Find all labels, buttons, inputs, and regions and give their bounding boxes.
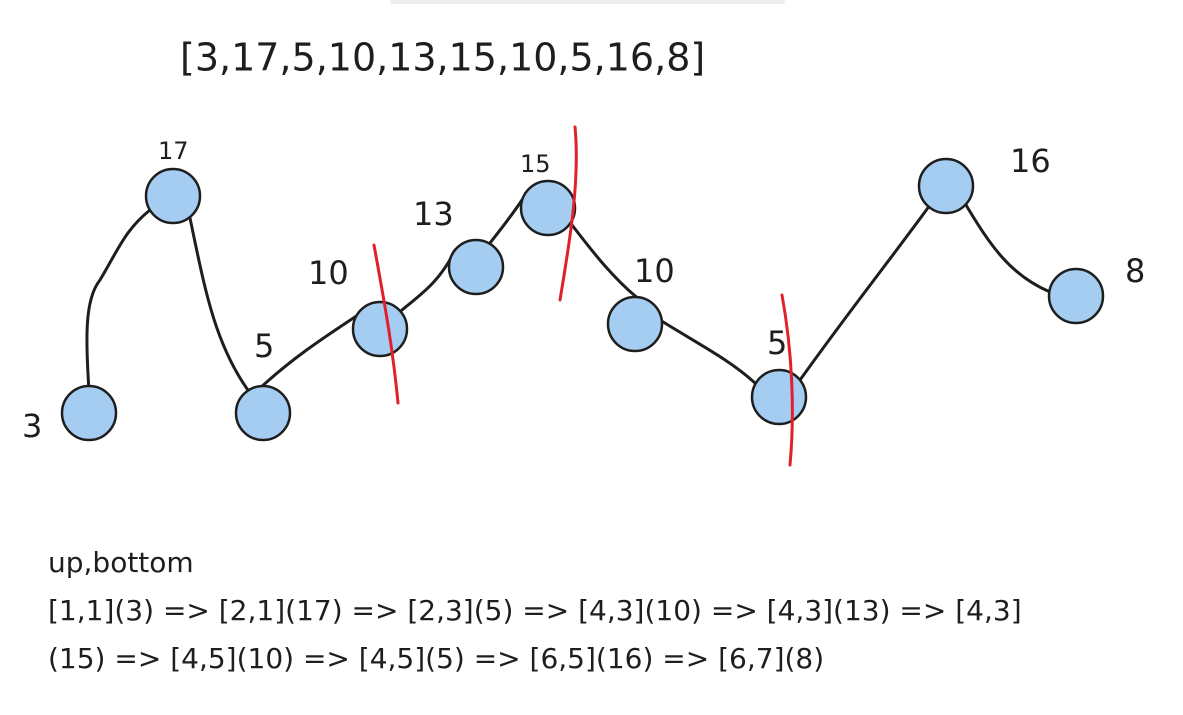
edge xyxy=(658,318,757,385)
edge xyxy=(964,203,1052,294)
cut-line xyxy=(372,243,400,405)
node-label: 5 xyxy=(254,327,274,365)
edge xyxy=(188,216,252,395)
cut-line xyxy=(780,293,794,467)
node-label: 5 xyxy=(767,324,787,362)
notes-line: (15) => [4,5](10) => [4,5](5) => [6,5](1… xyxy=(48,642,824,675)
node-label: 3 xyxy=(22,407,42,445)
edge xyxy=(85,208,152,394)
edge xyxy=(798,203,932,382)
node xyxy=(917,157,975,215)
notes-heading: up,bottom xyxy=(48,546,194,579)
node xyxy=(750,368,808,426)
edge xyxy=(570,223,642,302)
node-label: 17 xyxy=(158,137,189,165)
node-label: 10 xyxy=(634,252,675,290)
nodes xyxy=(60,157,1105,442)
node xyxy=(234,384,292,442)
node xyxy=(144,167,202,225)
node-labels: 3 17 5 10 13 15 10 5 16 8 xyxy=(22,137,1145,445)
top-bar xyxy=(390,0,785,4)
notes: up,bottom [1,1](3) => [2,1](17) => [2,3]… xyxy=(48,546,1022,675)
node xyxy=(447,238,505,296)
node xyxy=(606,295,664,353)
edge xyxy=(488,198,524,245)
cuts xyxy=(372,125,794,467)
node xyxy=(519,179,577,237)
cut-line xyxy=(558,125,578,302)
node-label: 8 xyxy=(1125,252,1145,290)
node-label: 15 xyxy=(520,150,551,178)
node-label: 10 xyxy=(308,254,349,292)
edge xyxy=(400,248,457,312)
title: [3,17,5,10,13,15,10,5,16,8] xyxy=(180,36,705,80)
node xyxy=(60,384,118,442)
node-label: 16 xyxy=(1010,142,1051,180)
notes-line: [1,1](3) => [2,1](17) => [2,3](5) => [4,… xyxy=(48,594,1022,627)
node xyxy=(1047,267,1105,325)
node-label: 13 xyxy=(413,195,454,233)
edge xyxy=(256,313,360,392)
edges xyxy=(85,198,1052,395)
node xyxy=(351,300,409,358)
